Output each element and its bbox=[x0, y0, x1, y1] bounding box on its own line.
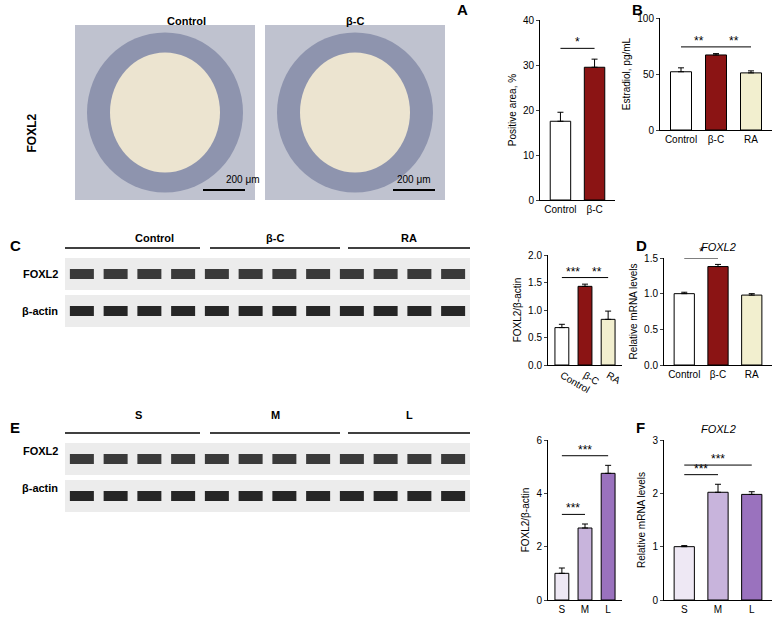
svg-text:FOXL2: FOXL2 bbox=[701, 241, 736, 253]
svg-text:RA: RA bbox=[744, 134, 758, 145]
svg-text:6: 6 bbox=[536, 435, 542, 446]
svg-text:0: 0 bbox=[652, 595, 658, 606]
svg-text:**: ** bbox=[729, 34, 739, 48]
svg-text:F: F bbox=[636, 419, 645, 436]
svg-text:Estradiol, pg/mL: Estradiol, pg/mL bbox=[621, 37, 632, 110]
svg-text:0.0: 0.0 bbox=[528, 360, 542, 371]
svg-text:100: 100 bbox=[637, 13, 654, 24]
svg-text:E: E bbox=[10, 419, 20, 436]
svg-text:β-C: β-C bbox=[582, 370, 602, 388]
svg-text:*: * bbox=[575, 35, 580, 49]
svg-text:***: *** bbox=[711, 452, 725, 466]
svg-text:***: *** bbox=[694, 462, 708, 476]
svg-text:M: M bbox=[581, 604, 589, 615]
svg-text:Control: Control bbox=[668, 369, 700, 380]
svg-text:FOXL2: FOXL2 bbox=[25, 114, 39, 153]
svg-text:Control: Control bbox=[665, 134, 697, 145]
svg-text:RA: RA bbox=[745, 369, 759, 380]
svg-text:0.5: 0.5 bbox=[644, 324, 658, 335]
svg-text:**: ** bbox=[592, 265, 602, 279]
svg-text:L: L bbox=[605, 604, 611, 615]
svg-text:0: 0 bbox=[528, 195, 534, 206]
svg-text:***: *** bbox=[566, 501, 580, 515]
svg-text:FOXL2: FOXL2 bbox=[701, 423, 736, 435]
svg-text:0: 0 bbox=[536, 595, 542, 606]
svg-text:200 μm: 200 μm bbox=[397, 174, 431, 185]
svg-text:B: B bbox=[632, 1, 643, 18]
svg-text:S: S bbox=[135, 409, 142, 421]
svg-text:β-C: β-C bbox=[586, 204, 602, 215]
svg-text:β-C: β-C bbox=[346, 15, 364, 27]
svg-text:1.0: 1.0 bbox=[644, 288, 658, 299]
svg-text:L: L bbox=[749, 604, 755, 615]
svg-text:20: 20 bbox=[523, 105, 535, 116]
svg-text:2: 2 bbox=[652, 488, 658, 499]
svg-text:1.5: 1.5 bbox=[528, 277, 542, 288]
svg-text:β-C: β-C bbox=[708, 134, 724, 145]
svg-text:***: *** bbox=[578, 443, 592, 457]
svg-text:S: S bbox=[559, 604, 566, 615]
svg-text:L: L bbox=[406, 409, 413, 421]
svg-text:200 μm: 200 μm bbox=[226, 174, 260, 185]
svg-text:Control: Control bbox=[558, 370, 591, 396]
svg-text:FOXL2/β-actin: FOXL2/β-actin bbox=[520, 488, 531, 553]
svg-text:0: 0 bbox=[648, 125, 654, 136]
svg-text:β-C: β-C bbox=[710, 369, 726, 380]
svg-text:FOXL2: FOXL2 bbox=[23, 445, 58, 457]
svg-text:*: * bbox=[699, 245, 704, 259]
svg-text:Relative mRNA levels: Relative mRNA levels bbox=[628, 263, 639, 359]
svg-text:50: 50 bbox=[643, 69, 655, 80]
svg-text:Relative mRNA levels: Relative mRNA levels bbox=[636, 472, 647, 568]
svg-text:30: 30 bbox=[523, 60, 535, 71]
svg-text:2.0: 2.0 bbox=[528, 250, 542, 261]
svg-text:C: C bbox=[10, 237, 21, 254]
svg-text:0.5: 0.5 bbox=[528, 332, 542, 343]
svg-text:β-actin: β-actin bbox=[22, 305, 58, 317]
svg-text:M: M bbox=[714, 604, 722, 615]
svg-text:2: 2 bbox=[536, 541, 542, 552]
svg-text:40: 40 bbox=[523, 15, 535, 26]
svg-text:RA: RA bbox=[605, 370, 623, 387]
svg-text:FOXL2: FOXL2 bbox=[23, 268, 58, 280]
svg-text:4: 4 bbox=[536, 488, 542, 499]
svg-text:3: 3 bbox=[652, 435, 658, 446]
svg-text:0.0: 0.0 bbox=[644, 360, 658, 371]
svg-text:Positive area, %: Positive area, % bbox=[507, 74, 518, 146]
svg-text:S: S bbox=[681, 604, 688, 615]
svg-text:1.5: 1.5 bbox=[644, 253, 658, 264]
svg-text:10: 10 bbox=[523, 150, 535, 161]
svg-text:Control: Control bbox=[167, 15, 206, 27]
svg-text:Control: Control bbox=[544, 204, 576, 215]
svg-text:β-actin: β-actin bbox=[22, 482, 58, 494]
svg-text:***: *** bbox=[566, 265, 580, 279]
svg-text:1.0: 1.0 bbox=[528, 305, 542, 316]
svg-text:**: ** bbox=[694, 34, 704, 48]
svg-text:β-C: β-C bbox=[266, 232, 284, 244]
svg-text:M: M bbox=[271, 409, 280, 421]
svg-text:Control: Control bbox=[135, 232, 174, 244]
svg-text:1: 1 bbox=[652, 541, 658, 552]
svg-text:D: D bbox=[636, 237, 647, 254]
svg-text:FOXL2/β-actin: FOXL2/β-actin bbox=[512, 278, 523, 343]
svg-text:RA: RA bbox=[401, 232, 417, 244]
svg-text:A: A bbox=[457, 1, 468, 18]
